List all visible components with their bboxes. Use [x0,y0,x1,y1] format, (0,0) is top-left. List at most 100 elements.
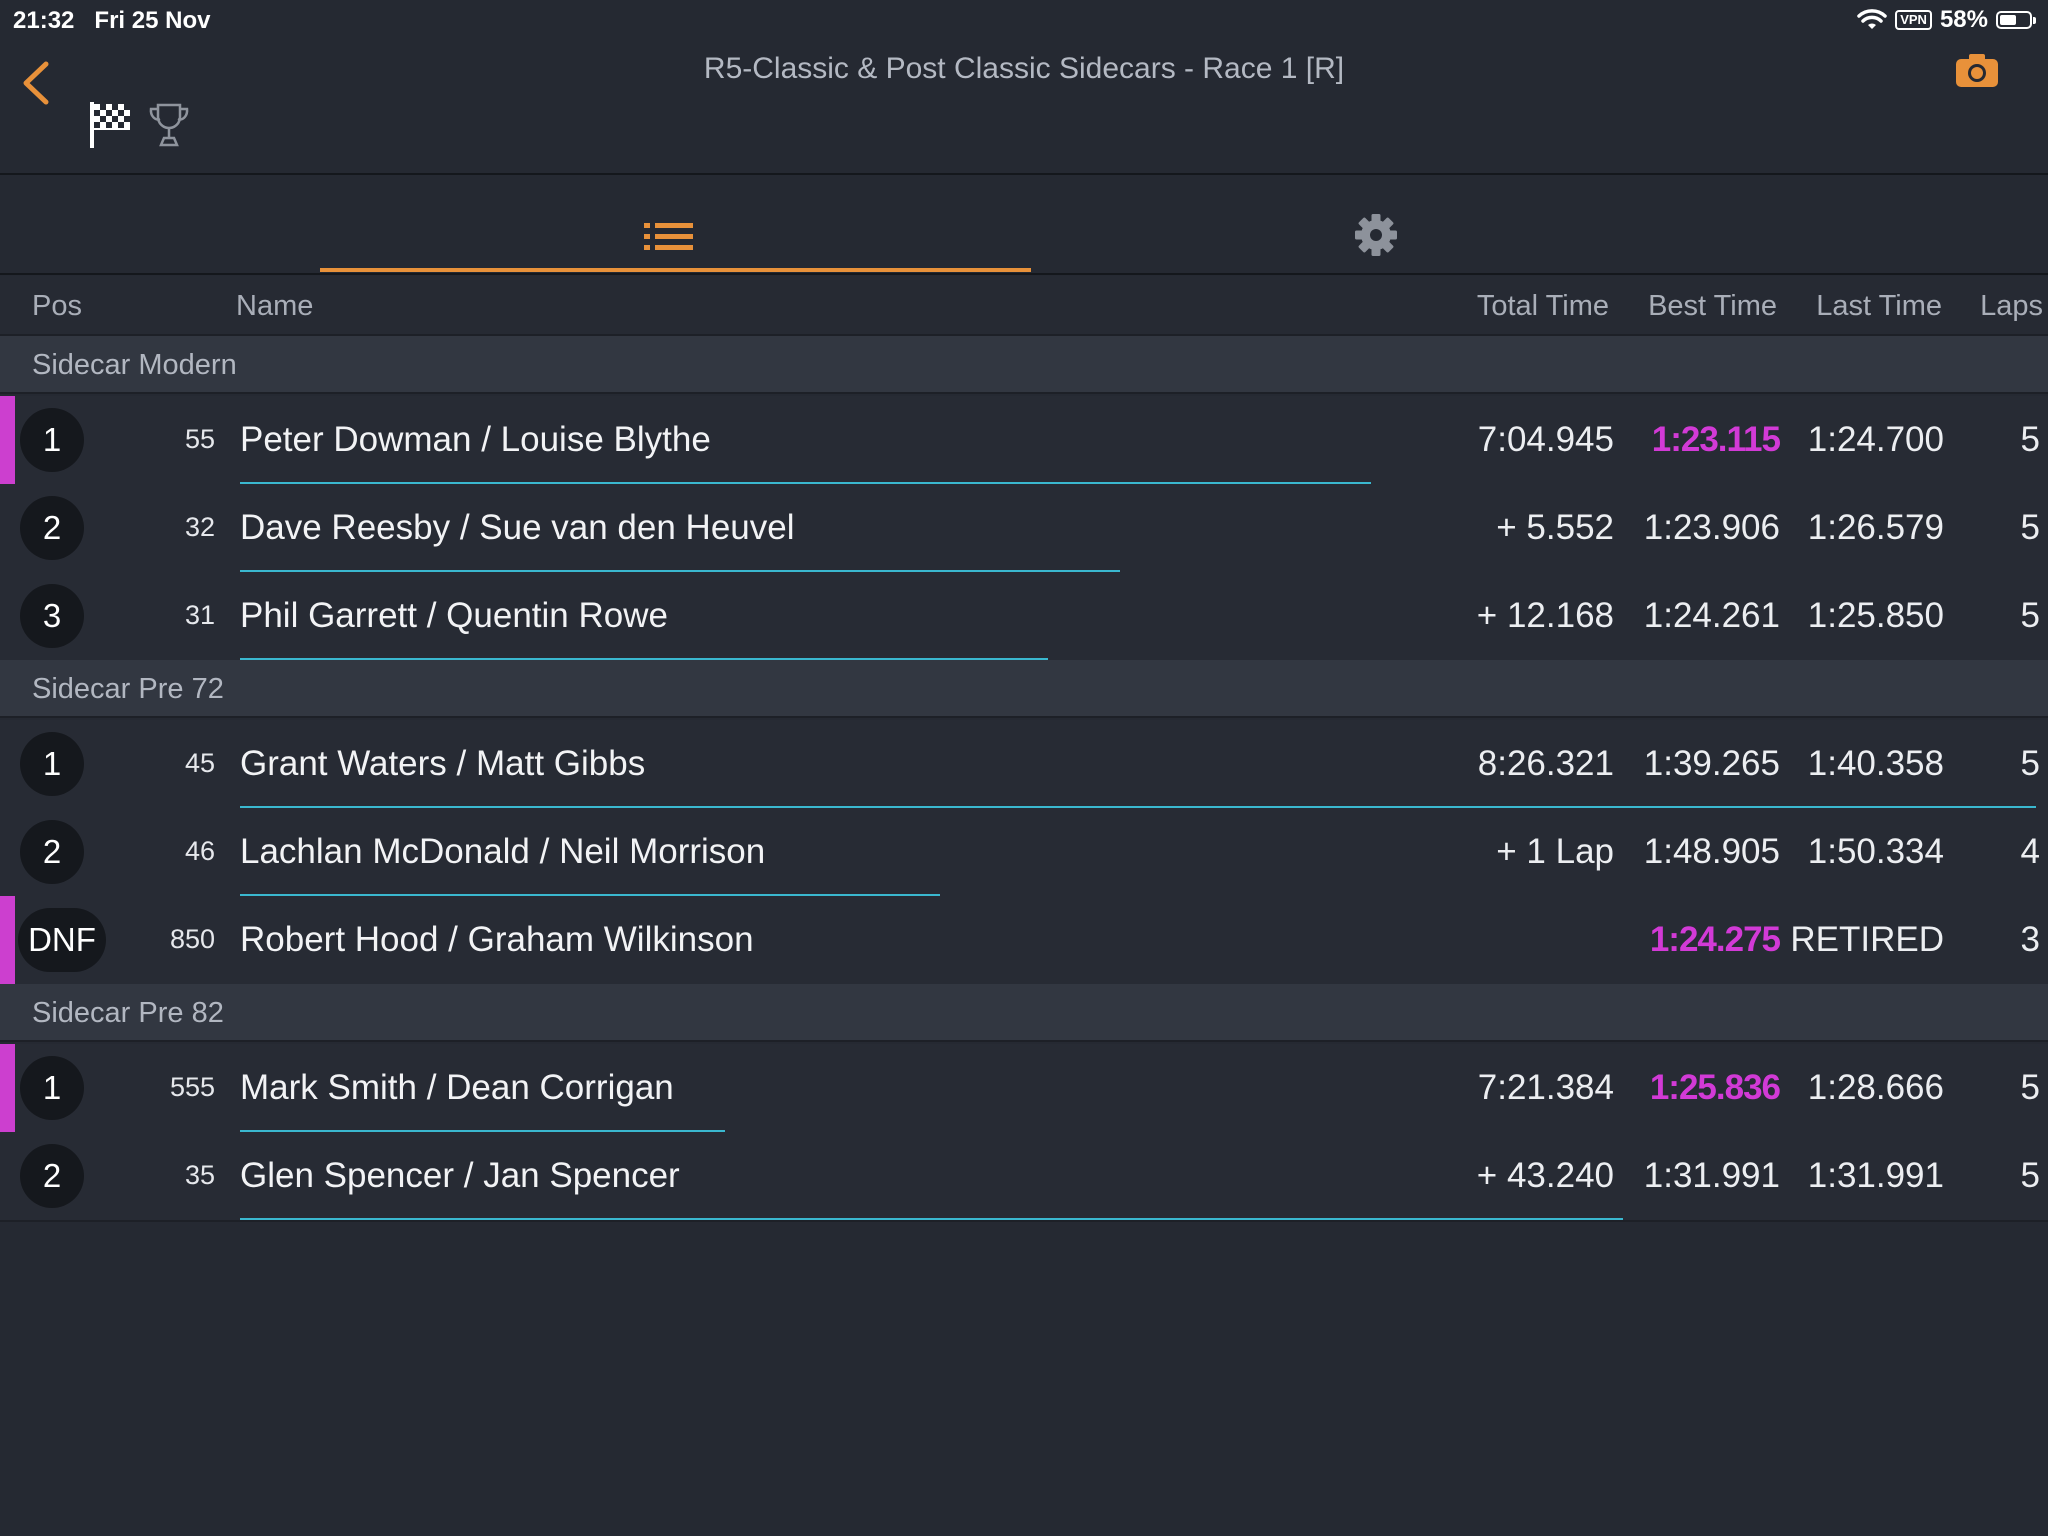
position-badge: 1 [20,408,84,472]
col-last-time[interactable]: Last Time [1816,290,1942,322]
total-time: 7:21.384 [1477,1068,1614,1107]
fastest-lap-marker [0,396,15,484]
battery-percent: 58% [1939,6,1988,33]
col-best-time[interactable]: Best Time [1648,290,1777,322]
position-badge: DNF [18,908,106,972]
race-number: 32 [184,512,215,542]
total-time: + 12.168 [1476,596,1614,635]
race-number: 555 [169,1072,215,1102]
position-badge: 1 [20,732,84,796]
race-number: 46 [184,836,215,866]
last-time: 1:31.991 [1807,1156,1944,1195]
group-header: Sidecar Pre 72 [0,658,2048,718]
race-number: 55 [184,424,215,454]
laps-count: 5 [2020,1156,2040,1195]
header-divider [0,173,2048,175]
laps-count: 5 [2020,744,2040,783]
group-header: Sidecar Modern [0,334,2048,394]
position-badge: 1 [20,1056,84,1120]
group-label: Sidecar Modern [32,349,237,381]
laps-count: 5 [2020,1068,2040,1107]
result-row[interactable]: 2 35 Glen Spencer / Jan Spencer + 43.240… [0,1132,2048,1222]
race-number: 850 [169,924,215,954]
total-time: + 43.240 [1476,1156,1614,1195]
rider-names: Dave Reesby / Sue van den Heuvel [240,508,795,547]
best-time: 1:23.906 [1643,508,1780,547]
best-time: 1:48.905 [1643,832,1780,871]
progress-bar [240,1218,1623,1220]
active-tab-indicator [320,268,1031,272]
rider-names: Robert Hood / Graham Wilkinson [240,920,754,959]
progress-bar [240,806,2036,808]
position-badge: 2 [20,1144,84,1208]
progress-bar [240,894,940,896]
last-time: 1:40.358 [1807,744,1944,783]
back-chevron-icon[interactable] [18,58,58,108]
trophy-icon[interactable] [148,102,190,148]
vpn-badge: VPN [1895,10,1932,30]
fastest-lap-marker [0,896,15,984]
last-time: 1:26.579 [1807,508,1944,547]
total-time: 7:04.945 [1477,420,1614,459]
laps-count: 4 [2020,832,2040,871]
last-time: RETIRED [1790,920,1944,959]
laps-count: 3 [2020,920,2040,959]
result-row[interactable]: 2 32 Dave Reesby / Sue van den Heuvel + … [0,484,2048,574]
rider-names: Lachlan McDonald / Neil Morrison [240,832,766,871]
list-icon [644,223,693,250]
result-row[interactable]: DNF 850 Robert Hood / Graham Wilkinson 1… [0,896,2048,984]
col-total-time[interactable]: Total Time [1476,290,1609,322]
position-badge: 3 [20,584,84,648]
group-header: Sidecar Pre 82 [0,982,2048,1042]
best-time: 1:39.265 [1643,744,1780,783]
progress-bar [240,570,1120,572]
result-row[interactable]: 1 55 Peter Dowman / Louise Blythe 7:04.9… [0,396,2048,486]
last-time: 1:25.850 [1807,596,1944,635]
result-row[interactable]: 2 46 Lachlan McDonald / Neil Morrison + … [0,808,2048,898]
total-time: 8:26.321 [1477,744,1614,783]
last-time: 1:50.334 [1807,832,1944,871]
result-row[interactable]: 1 555 Mark Smith / Dean Corrigan 7:21.38… [0,1044,2048,1134]
gear-icon [1355,214,1397,256]
fastest-lap-marker [0,1044,15,1132]
status-time: 21:32 Fri 25 Nov [13,7,211,34]
position-badge: 2 [20,820,84,884]
col-laps[interactable]: Laps [1980,290,2043,322]
col-name[interactable]: Name [236,290,314,322]
best-time: 1:31.991 [1643,1156,1780,1195]
race-number: 31 [184,600,215,630]
tab-results-list[interactable] [320,176,1031,272]
group-label: Sidecar Pre 82 [32,997,224,1029]
progress-bar [240,658,1048,660]
checkered-flag-icon[interactable] [88,100,132,150]
progress-bar [240,1130,725,1132]
last-time: 1:24.700 [1807,420,1944,459]
page-title: R5-Classic & Post Classic Sidecars - Rac… [703,52,1345,85]
best-time: 1:24.275 [1649,920,1781,959]
laps-count: 5 [2020,420,2040,459]
status-right: VPN 58% [1857,6,2036,34]
column-headers: Pos Name Total Time Best Time Last Time … [0,276,2048,334]
position-badge: 2 [20,496,84,560]
laps-count: 5 [2020,596,2040,635]
race-number: 35 [184,1160,215,1190]
total-time: + 5.552 [1496,508,1614,547]
total-time: + 1 Lap [1496,832,1614,871]
group-label: Sidecar Pre 72 [32,673,224,705]
col-pos[interactable]: Pos [32,290,82,322]
last-time: 1:28.666 [1807,1068,1944,1107]
battery-icon [1996,11,2036,29]
rider-names: Glen Spencer / Jan Spencer [240,1156,680,1195]
result-row[interactable]: 1 45 Grant Waters / Matt Gibbs 8:26.321 … [0,720,2048,810]
result-row[interactable]: 3 31 Phil Garrett / Quentin Rowe + 12.16… [0,572,2048,660]
laps-count: 5 [2020,508,2040,547]
rider-names: Grant Waters / Matt Gibbs [240,744,646,783]
race-number: 45 [184,748,215,778]
best-time: 1:23.115 [1651,420,1781,459]
status-bar: 21:32 Fri 25 Nov VPN 58% [0,0,2048,40]
camera-icon[interactable] [1955,52,1999,88]
rider-names: Phil Garrett / Quentin Rowe [240,596,668,635]
row-divider [0,1220,2048,1222]
rider-names: Mark Smith / Dean Corrigan [240,1068,674,1107]
tab-settings[interactable] [1031,176,1721,272]
